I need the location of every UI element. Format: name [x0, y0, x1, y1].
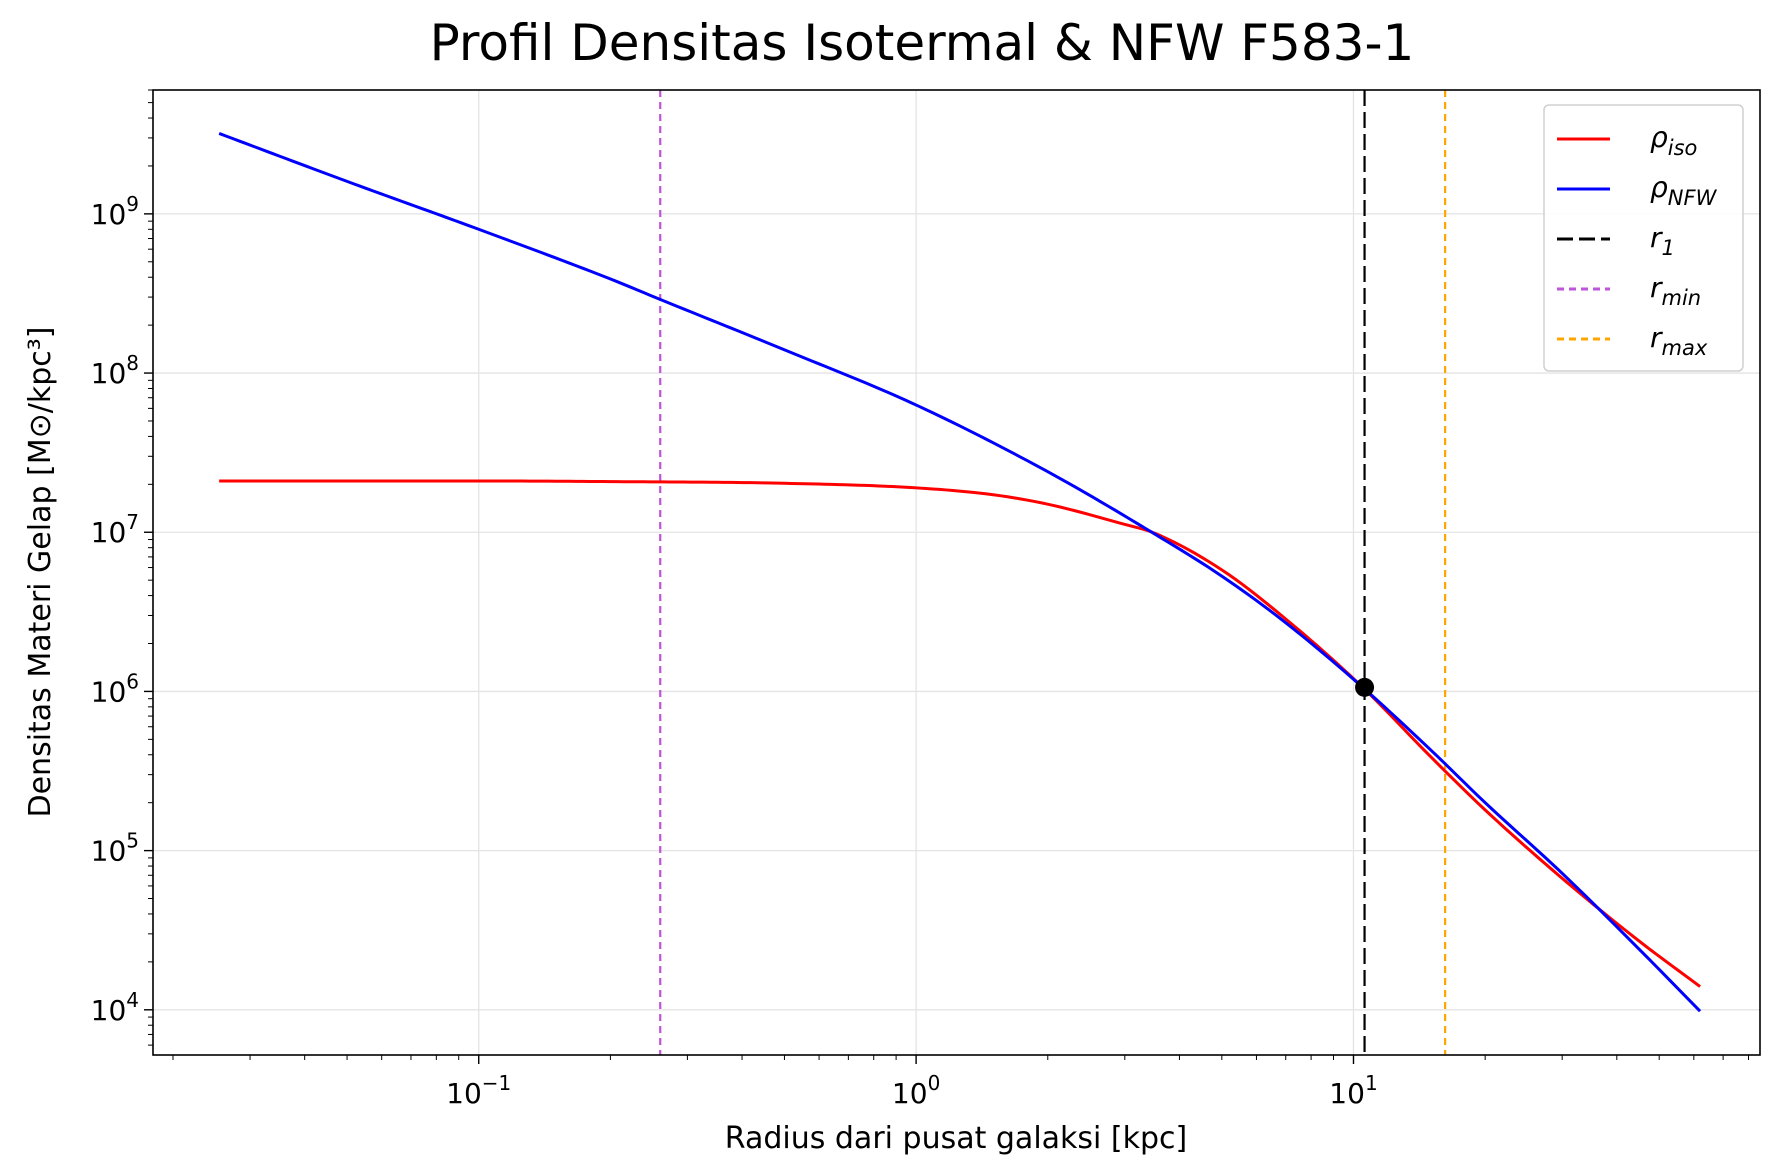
legend-label-main: ρ [1650, 171, 1668, 204]
x-tick-exp: 1 [1365, 1071, 1378, 1095]
x-tick-base: 10 [446, 1077, 482, 1110]
legend-label: ρNFW [1650, 171, 1718, 210]
y-tick-exp: 4 [126, 988, 139, 1012]
x-tick-base: 10 [892, 1077, 928, 1110]
y-tick-base: 10 [91, 357, 127, 390]
y-tick-base: 10 [91, 835, 127, 868]
y-tick-label: 108 [91, 351, 139, 390]
y-tick-label: 109 [91, 192, 139, 231]
x-tick-label: 10−1 [446, 1071, 511, 1110]
y-tick-exp: 7 [126, 510, 139, 534]
legend-label: ρiso [1650, 121, 1697, 160]
legend-label-sub: 1 [1662, 236, 1675, 260]
legend-box [1543, 104, 1744, 372]
y-tick-label: 104 [91, 988, 139, 1027]
x-tick-label: 100 [892, 1071, 940, 1110]
y-tick-exp: 8 [126, 351, 139, 375]
y-axis-label: Densitas Materi Gelap [M⊙/kpc³] [23, 326, 58, 817]
series-line-iso [219, 479, 1701, 988]
legend-label-main: r [1650, 271, 1663, 304]
chart-title: Profil Densitas Isotermal & NFW F583-1 [430, 14, 1415, 72]
legend-label-sub: NFW [1668, 186, 1718, 210]
series-line-nfw [218, 132, 1702, 1013]
y-tick-exp: 9 [126, 192, 139, 216]
legend-label: r1 [1650, 221, 1675, 260]
legend-label-main: r [1650, 221, 1663, 254]
legend-label-sub: max [1662, 336, 1708, 360]
intersection-marker-group [1355, 677, 1375, 697]
legend-label-main: ρ [1650, 121, 1668, 154]
grid [153, 90, 1760, 1055]
legend-label-sub: min [1662, 286, 1702, 310]
legend-label-main: r [1650, 321, 1663, 354]
y-tick-exp: 6 [126, 669, 139, 693]
y-tick-base: 10 [91, 516, 127, 549]
y-tick-base: 10 [91, 994, 127, 1027]
x-tick-exp: 0 [928, 1071, 941, 1095]
plot-frame [152, 89, 1761, 1056]
legend-label: rmin [1650, 271, 1701, 310]
x-tick-base: 10 [1329, 1077, 1365, 1110]
y-tick-exp: 5 [126, 829, 139, 853]
y-tick-base: 10 [91, 198, 127, 231]
y-tick-label: 107 [91, 510, 139, 549]
x-axis-ticks: 10−1 100 101 [172, 1055, 1749, 1110]
intersection-marker [1355, 677, 1375, 697]
x-tick-exp: −1 [482, 1071, 511, 1095]
series-lines [218, 132, 1702, 1013]
y-tick-base: 10 [91, 675, 127, 708]
legend-label: rmax [1650, 321, 1708, 360]
y-tick-label: 106 [91, 669, 139, 708]
x-axis-label: Radius dari pusat galaksi [kpc] [725, 1121, 1187, 1156]
y-tick-label: 105 [91, 829, 139, 868]
legend-label-sub: iso [1668, 136, 1698, 160]
x-tick-label: 101 [1329, 1071, 1377, 1110]
reference-lines [659, 90, 1447, 1055]
